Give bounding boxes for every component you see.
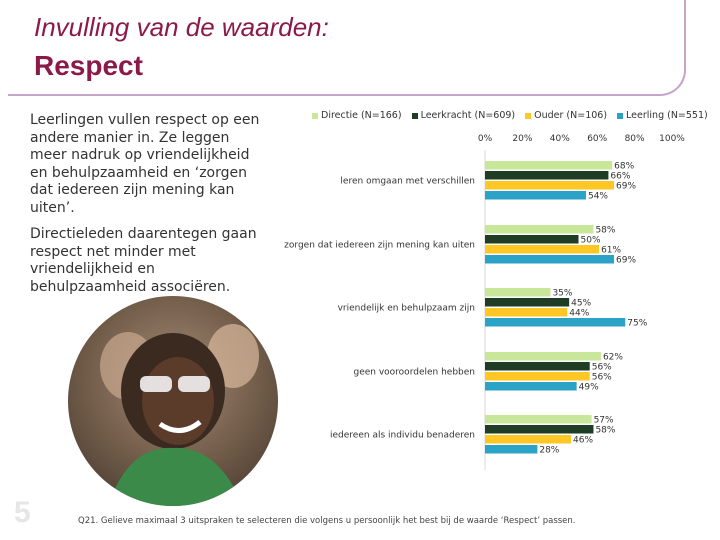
bar-ouder bbox=[485, 435, 572, 444]
page-number: 5 bbox=[14, 496, 31, 529]
bar-leerkracht bbox=[485, 235, 579, 244]
data-label-directie: 57% bbox=[594, 416, 614, 426]
bar-leerkracht bbox=[485, 298, 570, 307]
legend-label-leerkracht: Leerkracht (N=609) bbox=[420, 110, 516, 121]
x-tick-label: 20% bbox=[512, 134, 532, 144]
footnote: Q21. Gelieve maximaal 3 uitspraken te se… bbox=[78, 516, 576, 526]
chart-legend: Directie (N=166) Leerkracht (N=609) Oude… bbox=[312, 110, 708, 121]
data-label-leerling: 49% bbox=[579, 383, 599, 393]
legend-label-leerling: Leerling (N=551) bbox=[626, 110, 708, 121]
legend-swatch-ouder bbox=[525, 112, 532, 119]
page-title: Invulling van de waarden: bbox=[34, 12, 329, 42]
data-label-leerling: 54% bbox=[588, 192, 608, 202]
x-tick-label: 60% bbox=[587, 134, 607, 144]
data-label-ouder: 44% bbox=[569, 309, 589, 319]
bar-leerling bbox=[485, 445, 538, 454]
data-label-leerkracht: 58% bbox=[595, 426, 615, 436]
bar-leerkracht bbox=[485, 171, 609, 180]
data-label-directie: 35% bbox=[552, 289, 572, 299]
bar-leerling bbox=[485, 191, 586, 200]
legend-label-directie: Directie (N=166) bbox=[321, 110, 402, 121]
paragraph-directie: Directieleden daarentegen gaan respect n… bbox=[30, 226, 257, 295]
bar-directie bbox=[485, 415, 592, 424]
photo-illustration bbox=[100, 324, 259, 506]
category-label: vriendelijk en behulpzaam zijn bbox=[338, 303, 475, 313]
category-label: zorgen dat iedereen zijn mening kan uite… bbox=[284, 240, 475, 250]
bar-directie bbox=[485, 288, 551, 297]
legend-swatch-directie bbox=[312, 112, 318, 119]
category-label: iedereen als individu benaderen bbox=[330, 430, 475, 440]
data-label-ouder: 61% bbox=[601, 246, 621, 256]
data-label-leerkracht: 66% bbox=[610, 172, 630, 182]
bar-leerling bbox=[485, 382, 577, 391]
data-label-ouder: 56% bbox=[592, 373, 612, 383]
data-label-directie: 68% bbox=[614, 162, 634, 172]
data-label-ouder: 69% bbox=[616, 182, 636, 192]
x-tick-label: 40% bbox=[550, 134, 570, 144]
legend-item-leerkracht: Leerkracht (N=609) bbox=[411, 110, 516, 121]
category-label: geen vooroordelen hebben bbox=[353, 367, 475, 377]
bar-ouder bbox=[485, 372, 590, 381]
bar-directie bbox=[485, 352, 601, 361]
bar-leerkracht bbox=[485, 425, 594, 434]
bar-directie bbox=[485, 161, 613, 170]
x-tick-label: 0% bbox=[478, 134, 493, 144]
legend-swatch-leerling bbox=[617, 112, 624, 119]
bar-leerling bbox=[485, 255, 615, 264]
bar-leerling bbox=[485, 318, 626, 327]
category-label: leren omgaan met verschillen bbox=[340, 176, 475, 186]
data-label-leerkracht: 56% bbox=[592, 363, 612, 373]
bar-directie bbox=[485, 225, 594, 234]
x-tick-label: 80% bbox=[625, 134, 645, 144]
legend-item-directie: Directie (N=166) bbox=[312, 110, 402, 121]
bar-leerkracht bbox=[485, 362, 590, 371]
bar-ouder bbox=[485, 181, 615, 190]
data-label-leerling: 75% bbox=[627, 319, 647, 329]
legend-item-leerling: Leerling (N=551) bbox=[617, 110, 708, 121]
bar-ouder bbox=[485, 245, 600, 254]
paragraph-leerlingen: Leerlingen vullen respect op een andere … bbox=[30, 112, 260, 216]
data-label-leerkracht: 50% bbox=[581, 236, 601, 246]
data-label-leerkracht: 45% bbox=[571, 299, 591, 309]
data-label-ouder: 46% bbox=[573, 436, 593, 446]
data-label-directie: 58% bbox=[595, 226, 615, 236]
legend-label-ouder: Ouder (N=106) bbox=[534, 110, 608, 121]
legend-swatch-leerkracht bbox=[411, 112, 418, 119]
legend-item-ouder: Ouder (N=106) bbox=[525, 110, 607, 121]
page-subtitle: Respect bbox=[34, 50, 143, 81]
x-tick-label: 100% bbox=[659, 134, 685, 144]
student-photo bbox=[68, 296, 278, 506]
data-label-leerling: 69% bbox=[616, 256, 636, 266]
data-label-directie: 62% bbox=[603, 353, 623, 363]
data-label-leerling: 28% bbox=[539, 446, 559, 456]
bar-ouder bbox=[485, 308, 568, 317]
